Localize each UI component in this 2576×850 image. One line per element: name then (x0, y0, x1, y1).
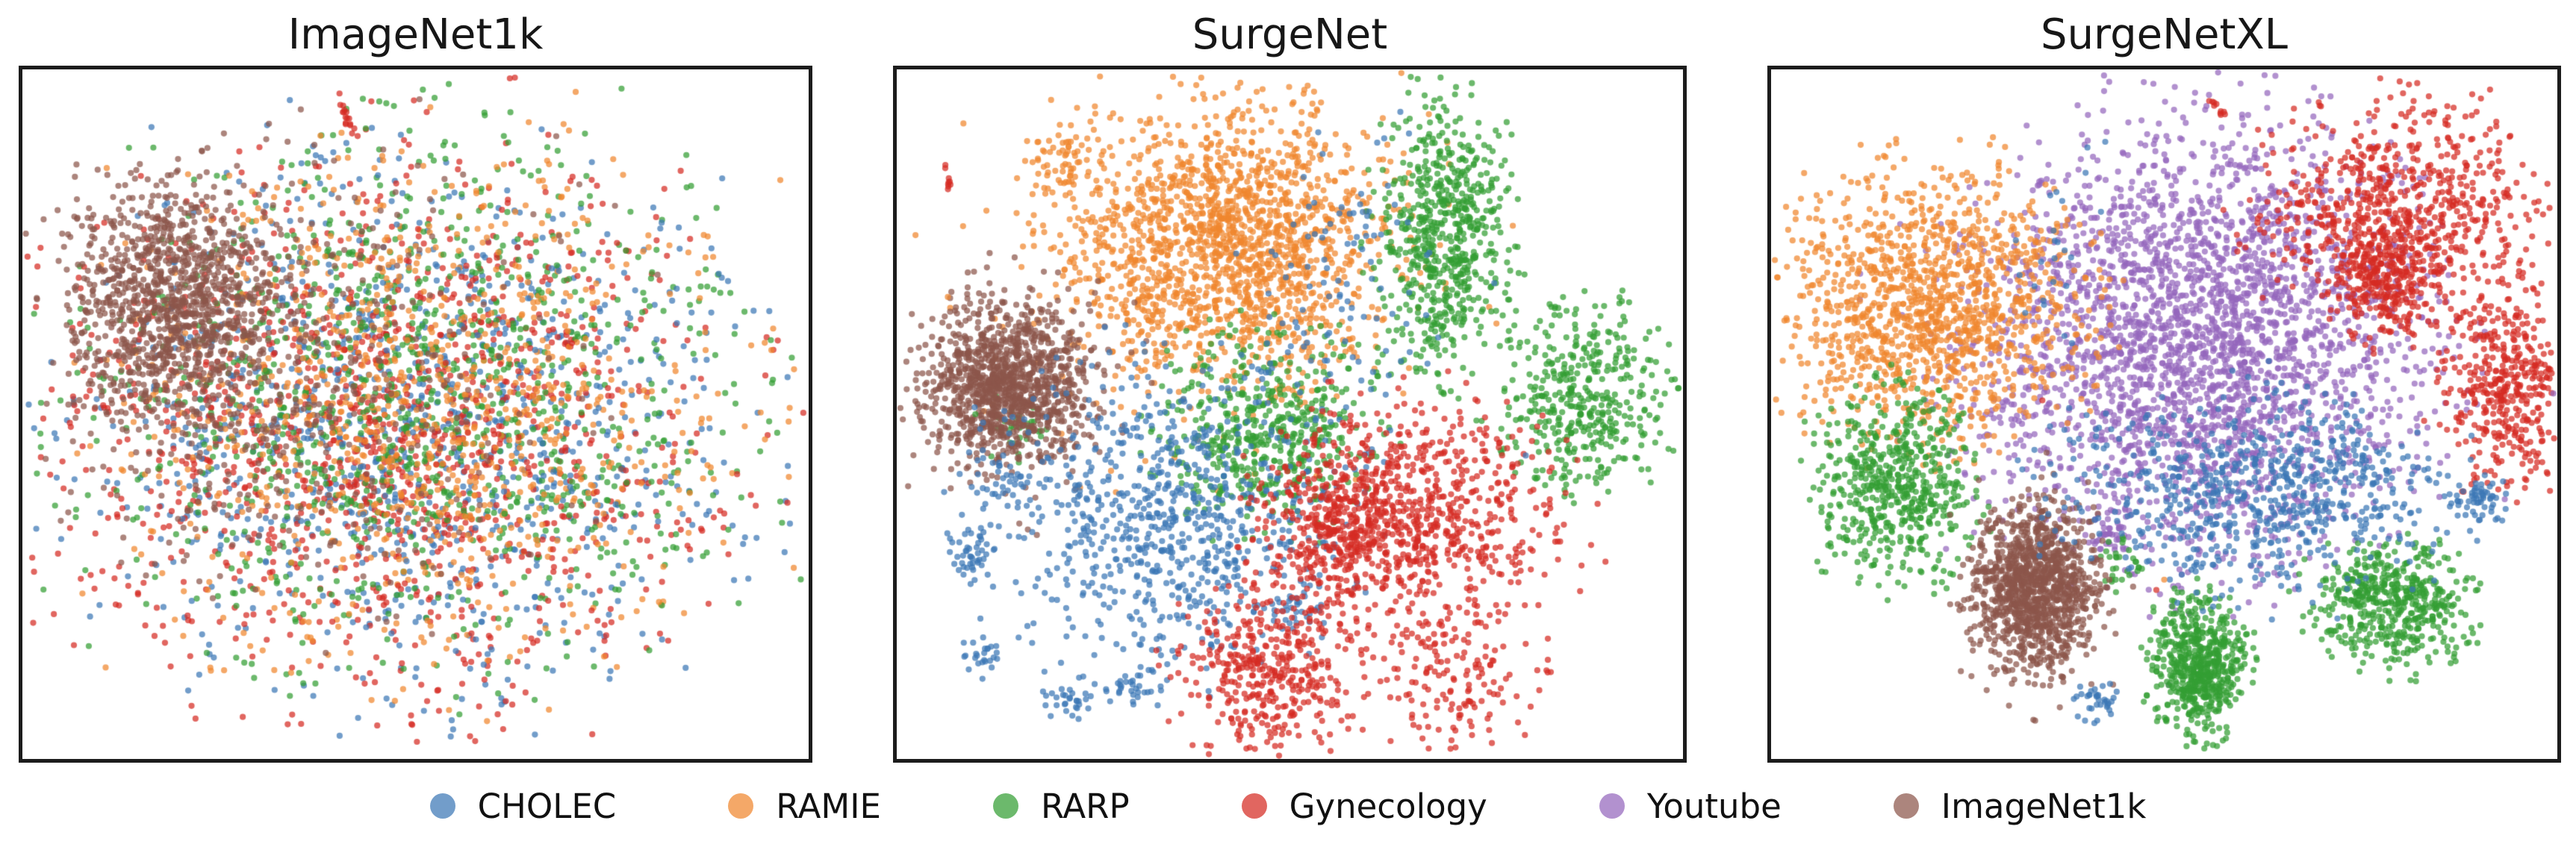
legend-label-youtube: Youtube (1646, 786, 1782, 826)
legend-marker-gynecology (1241, 793, 1267, 819)
legend-label-imagenet1k: ImageNet1k (1941, 786, 2147, 826)
panel-imagenet1k (19, 66, 812, 763)
panel-title-imagenet1k: ImageNet1k (287, 10, 544, 59)
legend-item-imagenet1k: ImageNet1k (1893, 786, 2147, 826)
legend-item-cholec: CHOLEC (429, 786, 617, 826)
figure-legend: CHOLEC RAMIE RARP Gynecology Youtube Ima… (0, 776, 2576, 836)
scatter-canvas-surgenet (897, 69, 1683, 759)
scatter-canvas-imagenet1k (22, 69, 809, 759)
legend-item-rarp: RARP (992, 786, 1130, 826)
legend-marker-imagenet1k (1893, 793, 1919, 819)
panel-title-surgenetxl: SurgeNetXL (2041, 10, 2288, 59)
legend-item-ramie: RAMIE (728, 790, 881, 823)
legend-marker-cholec (429, 793, 455, 819)
scatter-canvas-surgenetxl (1771, 69, 2557, 759)
panel-title-surgenet: SurgeNet (1192, 10, 1388, 59)
legend-item-youtube: Youtube (1599, 790, 1782, 823)
legend-marker-youtube (1599, 793, 1625, 819)
panel-surgenet (893, 66, 1687, 763)
legend-label-rarp: RARP (1040, 786, 1130, 826)
legend-marker-rarp (992, 793, 1018, 819)
panel-surgenetxl (1767, 66, 2561, 763)
legend-item-gynecology: Gynecology (1241, 786, 1487, 826)
legend-marker-ramie (728, 793, 754, 819)
legend-label-gynecology: Gynecology (1289, 786, 1487, 826)
legend-label-cholec: CHOLEC (477, 786, 617, 826)
legend-label-ramie: RAMIE (776, 786, 881, 826)
